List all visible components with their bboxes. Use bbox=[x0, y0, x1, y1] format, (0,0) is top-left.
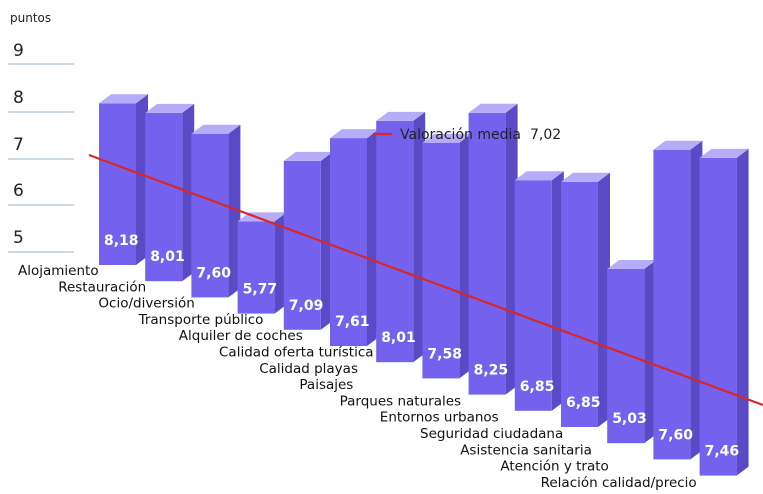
bar-side bbox=[136, 94, 148, 265]
bar-top bbox=[607, 259, 657, 269]
bar: 8,18 bbox=[99, 94, 148, 265]
bar-top bbox=[330, 129, 379, 139]
bar-value-label: 6,85 bbox=[566, 395, 601, 411]
category-labels: AlojamientoRestauraciónOcio/diversiónTra… bbox=[18, 263, 697, 491]
bar-side bbox=[228, 124, 241, 298]
bar-side bbox=[736, 148, 749, 476]
category-label: Relación calidad/precio bbox=[541, 475, 697, 491]
bar-front bbox=[283, 160, 321, 330]
category-label: Entornos urbanos bbox=[380, 410, 499, 426]
bar-side bbox=[505, 103, 518, 395]
bar-side bbox=[413, 111, 426, 363]
bar: 7,58 bbox=[422, 133, 472, 379]
bar-top bbox=[191, 124, 241, 134]
category-label: Atención y trato bbox=[500, 459, 608, 475]
category-label: Alojamiento bbox=[18, 263, 99, 279]
bar-front bbox=[422, 142, 460, 379]
y-tick-label: 9 bbox=[13, 41, 24, 61]
bar-value-label: 5,77 bbox=[243, 282, 278, 298]
bar-front bbox=[561, 181, 598, 427]
bar-value-label: 7,46 bbox=[705, 444, 740, 460]
bar-top bbox=[422, 133, 472, 143]
bar-value-label: 8,01 bbox=[150, 249, 185, 265]
bar: 8,25 bbox=[468, 103, 518, 395]
bar: 5,77 bbox=[237, 212, 287, 314]
bar-top bbox=[514, 171, 564, 181]
bar-value-label: 6,85 bbox=[520, 379, 555, 395]
bar-front bbox=[99, 103, 136, 265]
bar-front bbox=[145, 112, 183, 282]
bar: 7,46 bbox=[699, 148, 749, 476]
bar-top bbox=[468, 103, 518, 113]
bar-front bbox=[330, 138, 367, 346]
y-axis: 9 8 7 6 5 bbox=[8, 41, 74, 253]
bar: 6,85 bbox=[514, 171, 564, 411]
bar-value-label: 7,60 bbox=[658, 427, 693, 443]
average-line bbox=[88, 153, 763, 407]
bar-value-label: 7,58 bbox=[427, 346, 462, 362]
bar: 7,60 bbox=[191, 124, 241, 298]
legend-label: Valoración media bbox=[400, 127, 521, 143]
bar-value-label: 5,03 bbox=[612, 411, 647, 427]
bar-front bbox=[468, 112, 506, 395]
bar-top bbox=[653, 140, 703, 150]
bar-front bbox=[653, 149, 691, 460]
category-label: Seguridad ciudadana bbox=[420, 426, 563, 442]
bar-front bbox=[376, 120, 414, 363]
bar-front bbox=[607, 268, 645, 444]
bar: 5,03 bbox=[607, 259, 657, 444]
bar: 8,01 bbox=[376, 111, 426, 363]
bar: 8,01 bbox=[145, 103, 195, 282]
legend-value: 7,02 bbox=[530, 127, 561, 143]
bar-side bbox=[320, 151, 333, 330]
bar-top bbox=[99, 94, 148, 104]
bar-front bbox=[514, 180, 552, 411]
bar-top bbox=[283, 151, 333, 161]
bar-value-label: 7,61 bbox=[335, 314, 370, 330]
category-label: Paisajes bbox=[299, 377, 353, 393]
bar-side bbox=[598, 172, 610, 427]
bar-top bbox=[145, 103, 195, 113]
category-label: Ocio/diversión bbox=[98, 296, 194, 312]
bar-value-label: 8,18 bbox=[104, 233, 139, 249]
bar-side bbox=[274, 212, 287, 314]
bar-side bbox=[644, 259, 657, 444]
category-label: Transporte público bbox=[138, 312, 264, 328]
bar: 7,61 bbox=[330, 129, 379, 346]
bar-value-label: 7,60 bbox=[196, 265, 231, 281]
bar-value-label: 8,25 bbox=[474, 363, 509, 379]
bar-top bbox=[561, 172, 610, 182]
bar-value-label: 7,09 bbox=[289, 298, 324, 314]
category-label: Parques naturales bbox=[340, 393, 461, 409]
bar-front bbox=[699, 157, 737, 476]
category-label: Restauración bbox=[58, 279, 146, 295]
bar: 6,85 bbox=[561, 172, 610, 427]
category-label: Calidad playas bbox=[259, 361, 358, 377]
category-label: Asistencia sanitaria bbox=[460, 442, 592, 458]
y-tick-label: 7 bbox=[13, 135, 24, 155]
bar-side bbox=[459, 133, 472, 379]
legend: Valoración media 7,02 bbox=[373, 127, 561, 143]
bar-top bbox=[699, 148, 749, 158]
category-label: Alquiler de coches bbox=[179, 328, 303, 344]
y-tick-label: 8 bbox=[13, 88, 24, 108]
bar-value-label: 8,01 bbox=[381, 330, 416, 346]
bar-side bbox=[551, 171, 564, 411]
bar-side bbox=[367, 129, 379, 346]
bars: 8,18 8,01 7,60 5,77 7,09 7,61 8,01 7,58 8,25 6,85… bbox=[99, 94, 749, 476]
y-tick-label: 6 bbox=[13, 181, 24, 201]
bar-front bbox=[237, 221, 275, 314]
bar-front bbox=[191, 133, 229, 298]
bar: 7,09 bbox=[283, 151, 333, 330]
y-axis-unit: puntos bbox=[10, 11, 51, 25]
y-tick-label: 5 bbox=[13, 228, 24, 248]
category-label: Calidad oferta turística bbox=[219, 345, 374, 361]
bar-top bbox=[376, 111, 426, 121]
bar: 7,60 bbox=[653, 140, 703, 460]
